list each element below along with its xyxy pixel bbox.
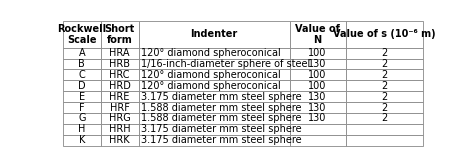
- Text: Indenter: Indenter: [191, 29, 238, 39]
- Bar: [138, 21, 290, 48]
- Text: B: B: [79, 59, 85, 69]
- Bar: [346, 91, 423, 102]
- Text: K: K: [79, 135, 85, 145]
- Bar: [346, 124, 423, 135]
- Text: 120° diamond spheroconical: 120° diamond spheroconical: [141, 48, 281, 58]
- Text: 2: 2: [381, 48, 387, 58]
- Text: G: G: [78, 113, 86, 123]
- Bar: [290, 91, 346, 102]
- Bar: [346, 102, 423, 113]
- Text: F: F: [79, 102, 85, 113]
- Text: 2: 2: [381, 70, 387, 80]
- Bar: [290, 21, 346, 48]
- Bar: [100, 113, 138, 124]
- Bar: [138, 69, 290, 80]
- Bar: [138, 80, 290, 91]
- Bar: [138, 113, 290, 124]
- Bar: [290, 80, 346, 91]
- Bar: [346, 69, 423, 80]
- Bar: [63, 102, 100, 113]
- Bar: [63, 113, 100, 124]
- Bar: [290, 124, 346, 135]
- Bar: [138, 124, 290, 135]
- Text: 2: 2: [381, 92, 387, 102]
- Text: 120° diamond spheroconical: 120° diamond spheroconical: [141, 81, 281, 91]
- Text: 130: 130: [309, 59, 327, 69]
- Bar: [290, 48, 346, 59]
- Bar: [100, 21, 138, 48]
- Text: 1.588 diameter mm steel sphere: 1.588 diameter mm steel sphere: [141, 102, 302, 113]
- Text: 100: 100: [309, 81, 327, 91]
- Text: HRB: HRB: [109, 59, 130, 69]
- Bar: [63, 80, 100, 91]
- Text: HRD: HRD: [109, 81, 130, 91]
- Bar: [138, 91, 290, 102]
- Text: E: E: [79, 92, 85, 102]
- Bar: [63, 91, 100, 102]
- Text: 100: 100: [309, 48, 327, 58]
- Text: HRA: HRA: [109, 48, 130, 58]
- Bar: [138, 135, 290, 146]
- Text: 3.175 diameter mm steel sphere: 3.175 diameter mm steel sphere: [141, 135, 302, 145]
- Bar: [100, 69, 138, 80]
- Text: HRG: HRG: [109, 113, 130, 123]
- Text: HRK: HRK: [109, 135, 130, 145]
- Bar: [346, 59, 423, 69]
- Bar: [346, 80, 423, 91]
- Bar: [63, 21, 100, 48]
- Text: HRH: HRH: [109, 124, 130, 134]
- Bar: [100, 102, 138, 113]
- Text: 2: 2: [381, 102, 387, 113]
- Text: 100: 100: [309, 70, 327, 80]
- Text: 3.175 diameter mm steel sphere: 3.175 diameter mm steel sphere: [141, 92, 302, 102]
- Bar: [346, 48, 423, 59]
- Bar: [346, 135, 423, 146]
- Text: 2: 2: [381, 113, 387, 123]
- Text: 3.175 diameter mm steel sphere: 3.175 diameter mm steel sphere: [141, 124, 302, 134]
- Bar: [138, 102, 290, 113]
- Bar: [100, 80, 138, 91]
- Text: Short
form: Short form: [104, 24, 135, 45]
- Bar: [63, 59, 100, 69]
- Bar: [63, 69, 100, 80]
- Bar: [290, 59, 346, 69]
- Text: HRC: HRC: [109, 70, 130, 80]
- Text: 130: 130: [309, 102, 327, 113]
- Text: HRF: HRF: [109, 102, 129, 113]
- Text: Value of s (10⁻⁶ m): Value of s (10⁻⁶ m): [333, 29, 436, 39]
- Bar: [346, 21, 423, 48]
- Bar: [290, 113, 346, 124]
- Bar: [100, 48, 138, 59]
- Bar: [100, 135, 138, 146]
- Text: C: C: [79, 70, 85, 80]
- Bar: [138, 59, 290, 69]
- Text: A: A: [79, 48, 85, 58]
- Text: 120° diamond spheroconical: 120° diamond spheroconical: [141, 70, 281, 80]
- Bar: [138, 48, 290, 59]
- Bar: [100, 91, 138, 102]
- Text: 2: 2: [381, 81, 387, 91]
- Bar: [290, 102, 346, 113]
- Bar: [290, 69, 346, 80]
- Bar: [63, 135, 100, 146]
- Text: 130: 130: [309, 92, 327, 102]
- Text: 1.588 diameter mm steel sphere: 1.588 diameter mm steel sphere: [141, 113, 302, 123]
- Text: 130: 130: [309, 113, 327, 123]
- Bar: [63, 124, 100, 135]
- Text: H: H: [78, 124, 85, 134]
- Text: 1/16-inch-diameter sphere of steel: 1/16-inch-diameter sphere of steel: [141, 59, 311, 69]
- Bar: [100, 124, 138, 135]
- Text: Rockwell
Scale: Rockwell Scale: [57, 24, 106, 45]
- Bar: [346, 113, 423, 124]
- Bar: [100, 59, 138, 69]
- Text: Value of
N: Value of N: [295, 24, 340, 45]
- Text: 2: 2: [381, 59, 387, 69]
- Bar: [63, 48, 100, 59]
- Text: HRE: HRE: [109, 92, 130, 102]
- Text: D: D: [78, 81, 86, 91]
- Bar: [290, 135, 346, 146]
